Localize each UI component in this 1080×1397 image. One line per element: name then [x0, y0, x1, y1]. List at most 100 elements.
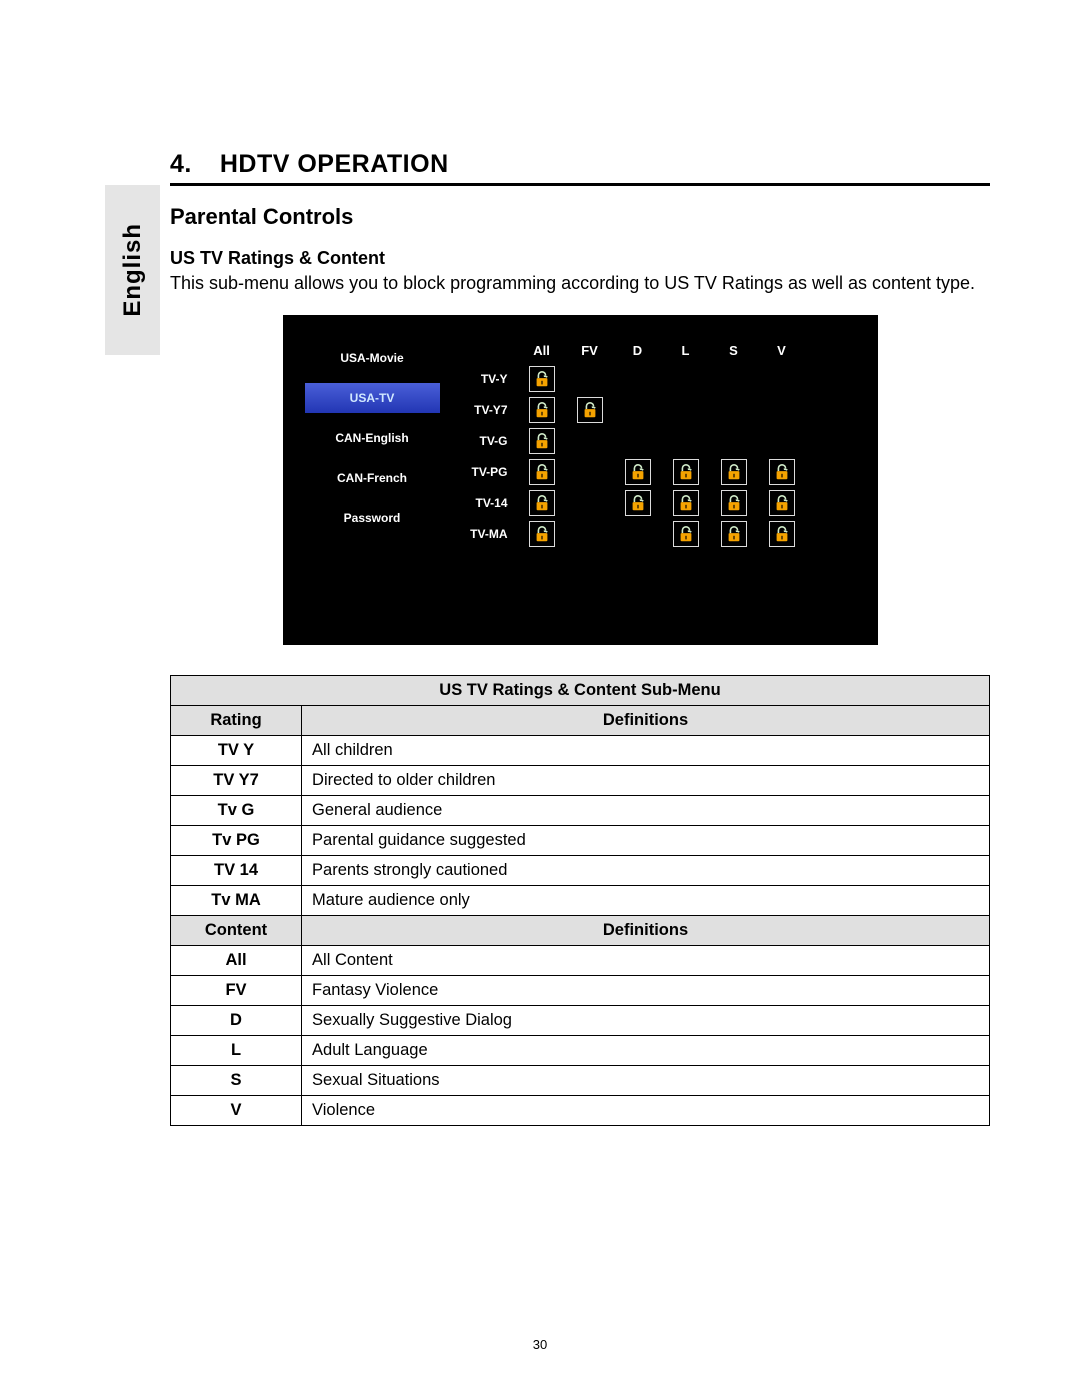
tv-rating-cell[interactable] [710, 459, 758, 485]
tv-content-column-header: All [518, 343, 566, 358]
table-title: US TV Ratings & Content Sub-Menu [171, 676, 990, 706]
table-header-definitions: Definitions [302, 706, 990, 736]
tv-rating-cell[interactable] [662, 459, 710, 485]
tv-content-column-header: D [614, 343, 662, 358]
lock-icon[interactable] [529, 428, 555, 454]
table-key: TV 14 [171, 856, 302, 886]
table-key: S [171, 1066, 302, 1096]
tv-content-column-header: S [710, 343, 758, 358]
language-tab-label: English [119, 223, 147, 317]
tv-rating-cell[interactable] [710, 490, 758, 516]
lock-icon[interactable] [769, 459, 795, 485]
tv-menu-item[interactable]: Password [305, 503, 440, 533]
tv-menu-item[interactable]: USA-TV [305, 383, 440, 413]
tv-rating-cell[interactable] [758, 459, 806, 485]
lock-icon[interactable] [625, 490, 651, 516]
tv-ratings-grid: AllFVDLSV TV-Y TV-Y7 TV-G TV-PG TV-14 TV-MA [440, 343, 856, 552]
lock-icon[interactable] [577, 397, 603, 423]
tv-menu-item[interactable]: USA-Movie [305, 343, 440, 373]
body-text: This sub-menu allows you to block progra… [170, 271, 990, 295]
tv-content-column-header: FV [566, 343, 614, 358]
lock-icon[interactable] [673, 459, 699, 485]
lock-icon[interactable] [529, 366, 555, 392]
tv-rating-label: TV-Y [466, 372, 518, 386]
table-key: L [171, 1036, 302, 1066]
table-definition: Adult Language [302, 1036, 990, 1066]
lock-icon[interactable] [529, 459, 555, 485]
table-row: SSexual Situations [171, 1066, 990, 1096]
tv-rating-cell[interactable] [518, 521, 566, 547]
lock-icon[interactable] [625, 459, 651, 485]
table-definition: General audience [302, 796, 990, 826]
tv-rating-row: TV-Y [466, 366, 856, 392]
tv-rating-cell[interactable] [614, 459, 662, 485]
tv-rating-cell[interactable] [566, 397, 614, 423]
table-definition: Mature audience only [302, 886, 990, 916]
table-row: Tv MAMature audience only [171, 886, 990, 916]
tv-rating-cell[interactable] [758, 490, 806, 516]
tv-menu-item[interactable]: CAN-French [305, 463, 440, 493]
definitions-table: US TV Ratings & Content Sub-Menu Rating … [170, 675, 990, 1126]
table-row: Tv GGeneral audience [171, 796, 990, 826]
tv-screenshot: USA-Movie USA-TV CAN-English CAN-French Pass… [283, 315, 878, 645]
lock-icon[interactable] [529, 490, 555, 516]
table-row: Tv PGParental guidance suggested [171, 826, 990, 856]
tv-rating-cell[interactable] [518, 490, 566, 516]
table-key: FV [171, 976, 302, 1006]
tv-content-column-header: L [662, 343, 710, 358]
tv-rating-cell[interactable] [662, 490, 710, 516]
tv-rating-row: TV-MA [466, 521, 856, 547]
table-definition: All children [302, 736, 990, 766]
table-row: TV Y7Directed to older children [171, 766, 990, 796]
tv-rating-row: TV-14 [466, 490, 856, 516]
table-key: Tv PG [171, 826, 302, 856]
lock-icon[interactable] [721, 490, 747, 516]
table-header-rating: Rating [171, 706, 302, 736]
tv-rating-label: TV-Y7 [466, 403, 518, 417]
language-tab: English [105, 185, 160, 355]
table-definition: All Content [302, 946, 990, 976]
tv-rating-cell[interactable] [662, 521, 710, 547]
tv-menu-item[interactable]: CAN-English [305, 423, 440, 453]
section-title: Parental Controls [170, 204, 990, 230]
table-key: V [171, 1096, 302, 1126]
table-definition: Violence [302, 1096, 990, 1126]
tv-rating-cell[interactable] [518, 366, 566, 392]
tv-rating-row: TV-PG [466, 459, 856, 485]
table-definition: Parental guidance suggested [302, 826, 990, 856]
lock-icon[interactable] [529, 521, 555, 547]
table-key: TV Y7 [171, 766, 302, 796]
lock-icon[interactable] [721, 459, 747, 485]
tv-rating-cell[interactable] [518, 397, 566, 423]
tv-rating-cell[interactable] [758, 521, 806, 547]
table-key: TV Y [171, 736, 302, 766]
tv-rating-cell[interactable] [518, 459, 566, 485]
tv-rating-cell[interactable] [614, 490, 662, 516]
lock-icon[interactable] [529, 397, 555, 423]
table-key: All [171, 946, 302, 976]
table-row: LAdult Language [171, 1036, 990, 1066]
table-header-definitions-2: Definitions [302, 916, 990, 946]
tv-rating-cell[interactable] [710, 521, 758, 547]
chapter-title: 4.HDTV OPERATION [170, 150, 990, 186]
tv-rating-label: TV-G [466, 434, 518, 448]
lock-icon[interactable] [769, 521, 795, 547]
tv-rating-row: TV-Y7 [466, 397, 856, 423]
table-key: Tv G [171, 796, 302, 826]
tv-content-column-header: V [758, 343, 806, 358]
tv-rating-cell[interactable] [518, 428, 566, 454]
table-row: FVFantasy Violence [171, 976, 990, 1006]
chapter-number: 4. [170, 150, 192, 179]
lock-icon[interactable] [721, 521, 747, 547]
tv-rating-label: TV-MA [466, 527, 518, 541]
table-row: VViolence [171, 1096, 990, 1126]
tv-left-menu: USA-Movie USA-TV CAN-English CAN-French Pass… [305, 343, 440, 552]
table-row: TV 14Parents strongly cautioned [171, 856, 990, 886]
lock-icon[interactable] [673, 521, 699, 547]
lock-icon[interactable] [673, 490, 699, 516]
tv-rating-row: TV-G [466, 428, 856, 454]
table-row: DSexually Suggestive Dialog [171, 1006, 990, 1036]
table-key: D [171, 1006, 302, 1036]
lock-icon[interactable] [769, 490, 795, 516]
tv-rating-label: TV-PG [466, 465, 518, 479]
